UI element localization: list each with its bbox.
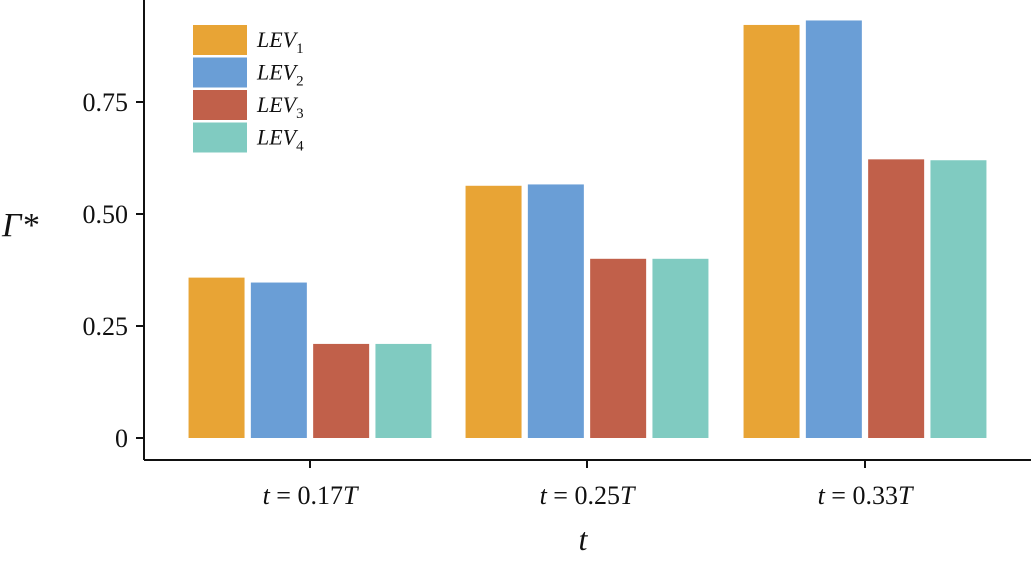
legend-swatch-lev3 [193, 90, 247, 120]
legend-label-lev1: LEV1 [256, 27, 304, 57]
legend-label-lev3: LEV3 [256, 92, 304, 122]
x-tick-label: t = 0.17T [263, 481, 359, 510]
bar-lev4-cat2 [652, 258, 709, 438]
bar-lev3-cat2 [590, 258, 647, 438]
y-tick-label: 0.50 [83, 200, 129, 229]
bar-lev2-cat3 [805, 20, 862, 439]
bars-group [188, 20, 987, 439]
legend-swatch-lev4 [193, 122, 247, 153]
legend-swatch-lev1 [193, 25, 247, 55]
x-tick-label: t = 0.33T [818, 481, 914, 510]
y-tick-label: 0.75 [83, 88, 129, 117]
x-ticks-group: t = 0.17T t = 0.25T t = 0.33T [263, 460, 914, 510]
y-ticks-group: 0 0.25 0.50 0.75 [83, 88, 144, 453]
legend-swatch-lev2 [193, 57, 247, 88]
bar-lev1-cat2 [465, 185, 522, 438]
y-axis-title: Γ* [1, 207, 38, 244]
bar-lev1-cat3 [743, 24, 800, 438]
x-axis-title: t [579, 521, 589, 557]
x-tick-label: t = 0.25T [540, 481, 636, 510]
legend-label-lev4: LEV4 [256, 125, 304, 155]
bar-lev4-cat1 [375, 343, 432, 438]
bar-lev2-cat2 [527, 184, 584, 438]
y-tick-label: 0 [115, 424, 128, 453]
bar-lev1-cat1 [188, 277, 245, 438]
y-tick-label: 0.25 [83, 312, 129, 341]
bar-lev3-cat1 [313, 343, 370, 438]
bar-lev2-cat1 [250, 282, 307, 438]
legend-label-lev2: LEV2 [256, 60, 304, 90]
bar-lev3-cat3 [868, 159, 925, 438]
bar-lev4-cat3 [930, 160, 987, 439]
